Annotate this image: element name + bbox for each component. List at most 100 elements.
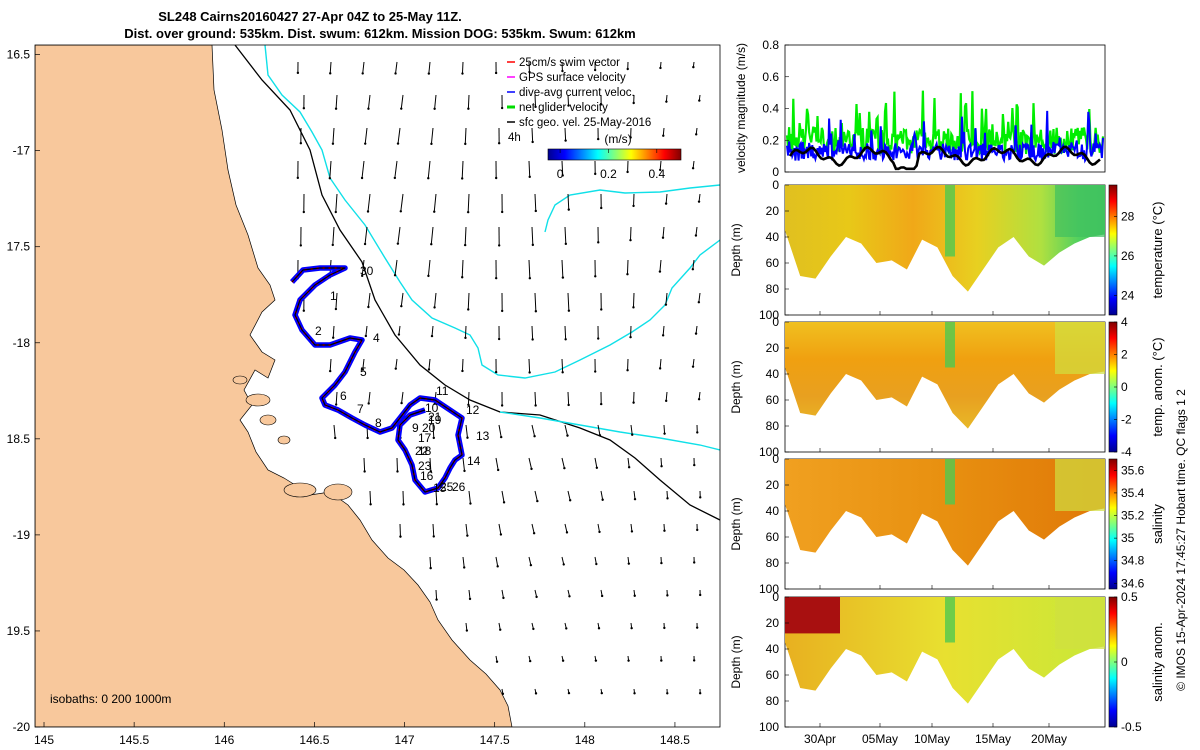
surface-velocity-arrow <box>333 424 336 439</box>
arrow-head <box>393 273 397 277</box>
surface-velocity-arrow <box>662 325 665 336</box>
arrow-head <box>367 305 370 309</box>
velocity-ytick-label: 0 <box>772 165 779 179</box>
arrow-head <box>627 562 631 565</box>
colorbar-tick-label: 35 <box>1121 531 1135 545</box>
arrow-head <box>495 660 499 663</box>
surface-velocity-arrow <box>332 127 335 144</box>
depth-tick-label: 60 <box>766 393 780 407</box>
arrow-head <box>567 691 571 695</box>
arrow-head <box>698 692 702 695</box>
surface-velocity-arrow <box>332 325 335 338</box>
surface-velocity-arrow <box>629 226 632 241</box>
arrow-head <box>630 530 634 533</box>
island <box>232 375 248 385</box>
surface-velocity-arrow <box>335 292 338 310</box>
depth-tick-label: 20 <box>766 341 780 355</box>
surface-velocity-arrow <box>561 556 565 565</box>
arrow-head <box>696 528 699 532</box>
section-ylabel: Depth (m) <box>729 635 743 688</box>
surface-velocity-arrow <box>531 424 536 437</box>
surface-velocity-arrow <box>531 127 534 142</box>
surface-velocity-arrow <box>659 358 662 369</box>
waypoint-label: 6 <box>340 389 347 403</box>
surface-velocity-arrow <box>461 259 464 278</box>
surface-velocity-arrow <box>698 391 701 400</box>
arrow-head <box>632 101 635 105</box>
isobath-1000m-south <box>499 411 720 451</box>
surface-velocity-arrow <box>561 358 564 373</box>
arrow-head <box>565 627 568 630</box>
surface-velocity-arrow <box>367 193 371 212</box>
arrow-head <box>432 436 435 440</box>
waypoint-label: 9 <box>412 421 419 435</box>
surface-velocity-arrow <box>467 292 470 310</box>
arrow-head <box>502 596 505 600</box>
surface-velocity-arrow <box>597 424 601 436</box>
isobath-200m <box>234 45 720 521</box>
waypoint-label: 8 <box>375 416 382 430</box>
depth-tick-label: 100 <box>759 720 779 734</box>
section-colorbar <box>1108 458 1118 590</box>
arrow-head <box>695 626 699 629</box>
waypoint-label: 19 <box>428 413 442 427</box>
arrow-head <box>661 236 665 239</box>
arrow-head <box>534 404 537 407</box>
arrow-head <box>566 434 569 437</box>
surface-velocity-arrow <box>534 292 537 312</box>
surface-velocity-arrow <box>462 457 465 471</box>
depth-tick-label: 80 <box>766 694 780 708</box>
map-colorbar: (m/s) 0 0.2 0.4 <box>547 132 682 181</box>
arrow-head <box>328 369 332 373</box>
surface-velocity-arrow <box>495 556 499 567</box>
lon-tick-label: 148 <box>575 733 595 747</box>
arrow-head <box>500 404 504 407</box>
arrow-head <box>435 502 439 506</box>
waypoint-label: 20 <box>422 421 436 435</box>
surface-velocity-arrow <box>501 589 504 598</box>
arrow-head <box>630 626 633 630</box>
surface-velocity-arrow <box>429 457 432 472</box>
island <box>283 482 317 498</box>
surface-velocity-arrow <box>659 259 662 272</box>
arrow-head <box>328 177 332 180</box>
velocity-ylabel: velocity magnitude (m/s) <box>734 43 748 173</box>
surface-velocity-arrow <box>534 94 537 107</box>
surface-velocity-arrow <box>461 61 464 74</box>
arrow-head <box>394 72 397 75</box>
arrow-head <box>698 593 702 597</box>
arrow-head <box>561 276 565 279</box>
arrow-head <box>692 65 695 69</box>
surface-velocity-arrow <box>561 457 565 469</box>
arrow-head <box>664 399 668 403</box>
dive-avg-velocity-line <box>786 110 1104 164</box>
surface-velocity-arrow <box>561 259 564 278</box>
arrow-head <box>394 367 397 370</box>
arrow-head <box>693 561 696 564</box>
arrow-head <box>499 628 502 631</box>
surface-velocity-arrow <box>567 490 571 501</box>
surface-velocity-arrow <box>329 61 332 74</box>
lon-tick-label: 147.5 <box>480 733 510 747</box>
surface-velocity-arrow <box>534 490 538 502</box>
arrow-head <box>595 562 598 566</box>
arrow-head <box>599 103 603 106</box>
arrow-head <box>302 210 306 214</box>
surface-velocity-arrow <box>567 193 570 210</box>
surface-velocity-arrow <box>564 127 567 141</box>
colorbar-tick-label: 0.2 <box>600 167 617 181</box>
surface-velocity-arrow <box>394 259 398 276</box>
arrow-head <box>660 465 663 468</box>
arrow-head <box>393 176 397 180</box>
arrow-head <box>658 367 662 370</box>
arrow-head <box>461 369 464 373</box>
waypoint-label: 11 <box>436 384 449 398</box>
late-record-patch <box>1055 185 1105 237</box>
waypoint-label: 10 <box>425 401 439 415</box>
arrow-head <box>534 209 537 213</box>
surface-velocity-arrow <box>397 127 401 144</box>
section-panel: 0 20 40 60 80 100 Depth (m) 0.5 0 -0.5 salinity an… <box>729 590 1165 734</box>
arrow-head <box>501 692 505 696</box>
arrow-head <box>429 470 433 473</box>
